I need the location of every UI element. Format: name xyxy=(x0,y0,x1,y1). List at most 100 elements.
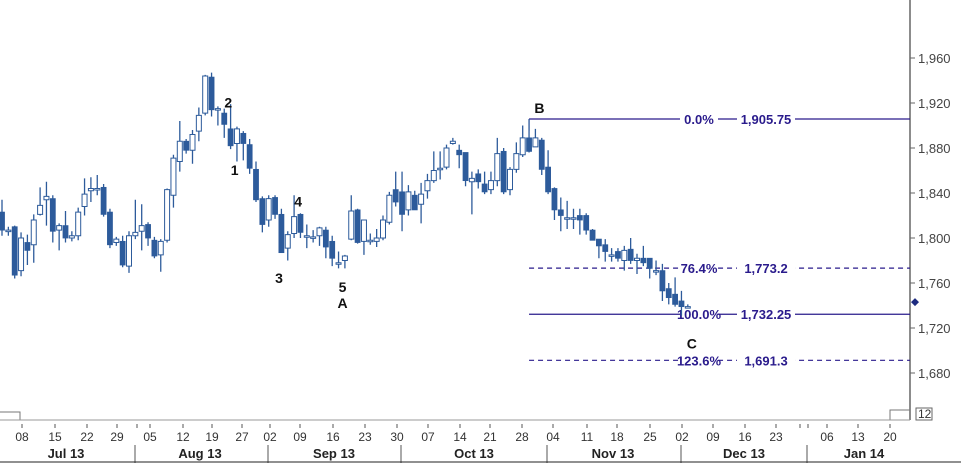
candle-body-bullish xyxy=(634,257,640,261)
x-day-label: 16 xyxy=(738,430,752,444)
x-month-label: Jul 13 xyxy=(48,446,85,461)
candle-body-bearish xyxy=(526,137,532,152)
x-day-label: 14 xyxy=(453,430,467,444)
candle-body-bearish xyxy=(62,225,69,239)
candle-body-bullish xyxy=(316,227,323,237)
candle xyxy=(672,277,678,307)
candle xyxy=(49,195,56,243)
candle-body-bearish xyxy=(399,191,405,215)
candle xyxy=(659,263,666,301)
candle xyxy=(24,234,31,265)
candle xyxy=(494,137,501,187)
candle xyxy=(272,195,278,219)
candle-body-bearish xyxy=(329,240,336,259)
candle-body-bearish xyxy=(475,173,482,183)
candle xyxy=(526,119,532,153)
candle xyxy=(437,151,444,180)
fib-label-bg xyxy=(737,261,795,276)
candle xyxy=(430,151,437,183)
indicator-line-left xyxy=(0,411,21,420)
candle-body-bullish xyxy=(265,198,272,221)
candle xyxy=(684,304,691,309)
candle xyxy=(126,231,132,273)
x-day-label: 25 xyxy=(643,430,657,444)
x-day-label: 15 xyxy=(48,430,62,444)
x-month-label: Dec 13 xyxy=(723,446,765,461)
candle-body-bullish xyxy=(233,128,240,144)
candle xyxy=(443,144,450,170)
candle xyxy=(30,214,37,263)
candle xyxy=(151,236,158,259)
candle xyxy=(589,229,596,241)
candle-body-bearish xyxy=(221,112,228,125)
fib-label-bg xyxy=(680,307,718,322)
candle xyxy=(329,235,336,267)
candle-body-bullish xyxy=(532,137,539,148)
candle xyxy=(189,130,196,164)
candle-body-bearish xyxy=(627,248,634,261)
candle-body-bearish xyxy=(551,188,558,211)
candle-body-bullish xyxy=(519,137,526,156)
candle-body-bearish xyxy=(583,215,590,231)
candle xyxy=(551,187,558,220)
candle-body-bearish xyxy=(240,132,247,144)
x-day-label: 21 xyxy=(483,430,497,444)
candle-body-bullish xyxy=(380,219,386,239)
candle-body-bullish xyxy=(430,170,437,182)
candle xyxy=(481,171,488,195)
candle xyxy=(386,191,393,225)
x-month-label: Sep 13 xyxy=(313,446,355,461)
candle-body-bearish xyxy=(545,166,551,193)
candle-body-bullish xyxy=(507,168,513,191)
candle xyxy=(392,171,399,207)
candle-body-bullish xyxy=(684,306,691,309)
candle xyxy=(56,223,63,251)
candle xyxy=(265,195,272,227)
candle xyxy=(335,251,342,269)
x-day-label: 23 xyxy=(358,430,372,444)
x-day-label: 18 xyxy=(610,430,624,444)
candle-body-bearish xyxy=(119,240,126,266)
candle-body-bullish xyxy=(170,157,177,196)
candle xyxy=(43,181,50,226)
candle xyxy=(640,245,647,267)
candle xyxy=(519,125,526,157)
candle-body-bearish xyxy=(576,215,583,221)
candle-body-bullish xyxy=(310,236,317,239)
candle xyxy=(113,236,120,246)
candle xyxy=(259,196,266,233)
candle xyxy=(487,171,494,195)
x-day-label: 22 xyxy=(80,430,94,444)
candle-body-bearish xyxy=(659,270,666,292)
candle-body-bullish xyxy=(386,194,393,223)
wave-label: 4 xyxy=(294,194,302,210)
candle-body-bullish xyxy=(513,153,520,170)
x-month-label: Aug 13 xyxy=(178,446,221,461)
candle-body-bearish xyxy=(500,150,507,193)
candle xyxy=(557,197,564,232)
indicator-line-right xyxy=(889,409,910,420)
candle-body-bullish xyxy=(424,180,431,192)
candle-body-bearish xyxy=(145,224,151,239)
candle-body-bullish xyxy=(360,219,367,242)
fib-value-label: 1,905.75 xyxy=(741,112,792,127)
candle xyxy=(164,188,171,243)
candle-body-bearish xyxy=(602,244,609,252)
candle xyxy=(532,128,539,148)
candle-body-bullish xyxy=(564,217,571,220)
candle-body-bearish xyxy=(297,213,304,233)
candle-body-bearish xyxy=(354,209,361,243)
x-day-label: 04 xyxy=(546,430,560,444)
candle-body-bullish xyxy=(164,189,171,241)
x-day-label: 06 xyxy=(820,430,834,444)
candle-body-bullish xyxy=(18,237,25,272)
fib-level-label: 100.0% xyxy=(677,307,722,322)
wave-label: 2 xyxy=(224,95,232,111)
candle-body-bullish xyxy=(284,234,291,249)
x-day-label: 19 xyxy=(205,430,219,444)
candle-body-bearish xyxy=(100,186,107,215)
candle xyxy=(405,185,412,216)
x-day-label: 09 xyxy=(706,430,720,444)
fib-label-bg xyxy=(680,353,718,368)
candle-body-bearish xyxy=(615,251,621,259)
